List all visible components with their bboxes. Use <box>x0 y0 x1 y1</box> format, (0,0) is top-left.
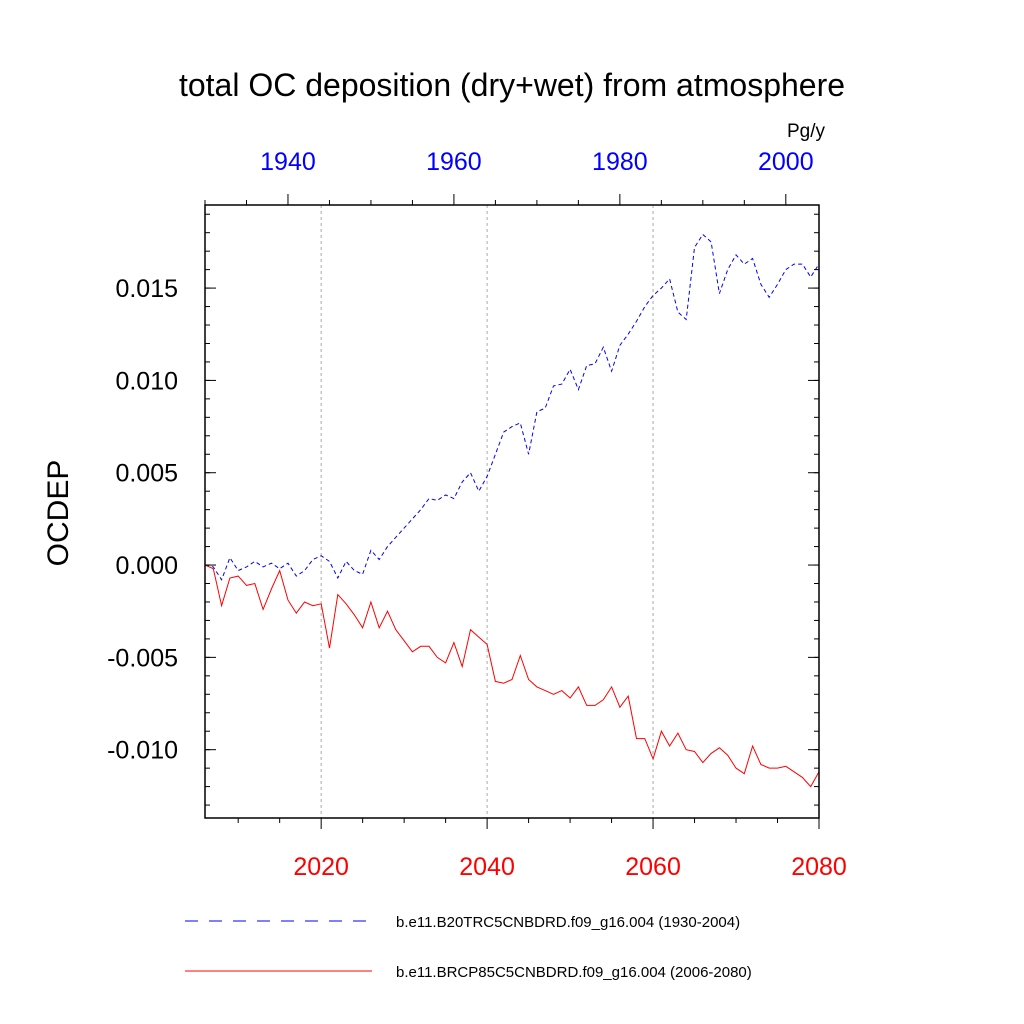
chart-title: total OC deposition (dry+wet) from atmos… <box>179 67 845 103</box>
x-bottom-tick-label: 2020 <box>293 853 349 881</box>
x-top-tick-label: 1980 <box>592 148 648 176</box>
series-line-0 <box>204 233 820 581</box>
x-top-tick-label: 1940 <box>260 148 316 176</box>
plot-frame <box>204 204 820 819</box>
y-tick-label: 0.005 <box>115 460 178 488</box>
ticks-layer <box>204 194 820 829</box>
series-layer <box>204 233 820 788</box>
units-label: Pg/y <box>787 121 826 142</box>
y-tick-label: 0.000 <box>115 552 178 580</box>
gridlines <box>320 205 654 818</box>
x-bottom-tick-label: 2080 <box>791 853 847 881</box>
y-tick-label: 0.010 <box>115 367 178 395</box>
x-top-tick-label: 1960 <box>426 148 482 176</box>
labels-layer: -0.010 -0.005 0.000 0.005 0.010 0.015 2020 2040… <box>107 148 847 881</box>
legend-label-historical: b.e11.B20TRC5CNBDRD.f09_g16.004 (1930-20… <box>396 914 740 931</box>
x-top-tick-label: 2000 <box>758 148 814 176</box>
y-axis-label: OCDEP <box>42 460 75 567</box>
y-tick-label: -0.010 <box>107 737 178 765</box>
series-line-1 <box>204 564 820 788</box>
legend: b.e11.B20TRC5CNBDRD.f09_g16.004 (1930-20… <box>185 914 752 981</box>
legend-label-rcp85: b.e11.BRCP85C5CNBDRD.f09_g16.004 (2006-2… <box>396 964 752 981</box>
x-bottom-tick-label: 2060 <box>625 853 681 881</box>
y-tick-label: 0.015 <box>115 275 178 303</box>
y-tick-label: -0.005 <box>107 644 178 672</box>
x-bottom-tick-label: 2040 <box>459 853 515 881</box>
